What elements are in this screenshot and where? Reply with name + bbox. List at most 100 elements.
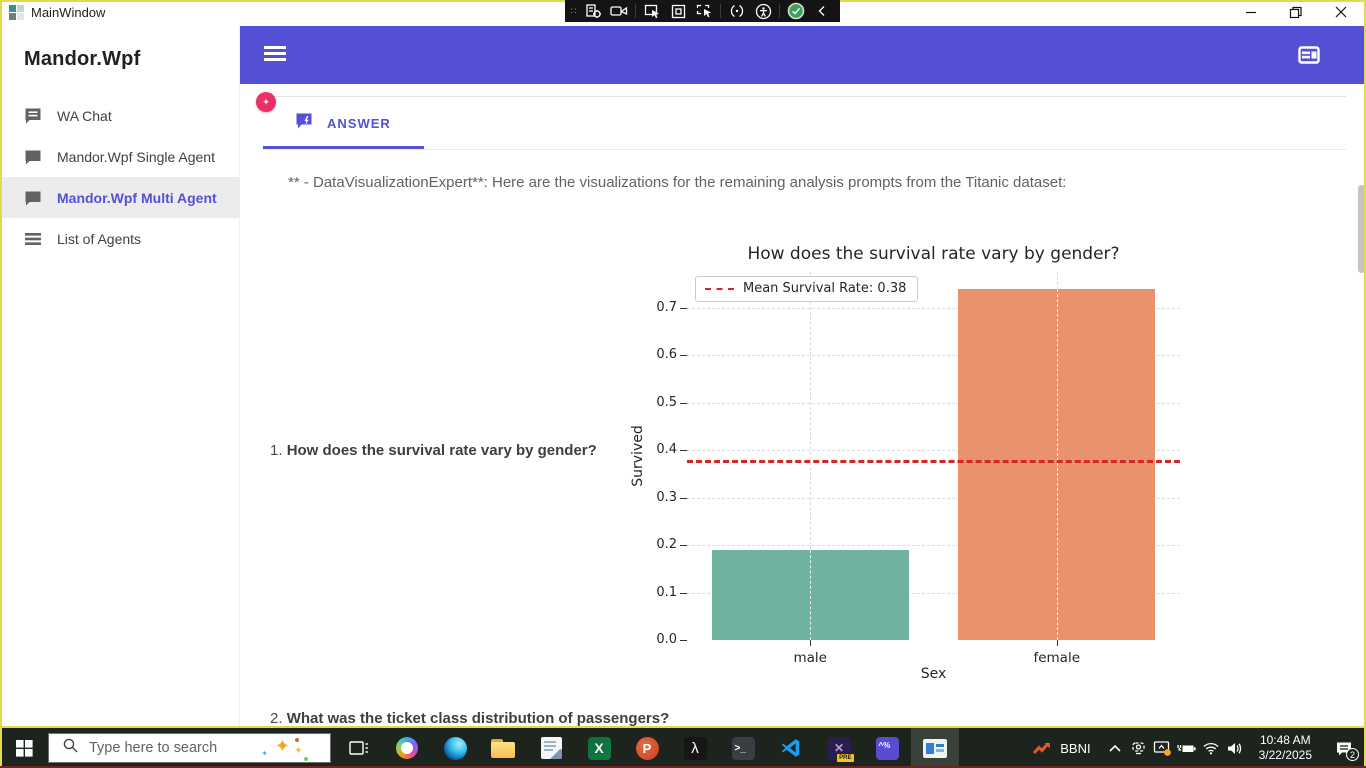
- ytick-mark: [680, 592, 687, 594]
- accessibility-icon[interactable]: [751, 2, 775, 20]
- lambda-app-button[interactable]: λ: [671, 728, 719, 768]
- sidebar-item-list-of-agents[interactable]: List of Agents: [0, 218, 239, 259]
- file-explorer-button[interactable]: [479, 728, 527, 768]
- ytick-mark: [680, 450, 687, 452]
- mean-survival-line: [687, 459, 1180, 463]
- search-input[interactable]: Type here to search ✦ ✦ ✦: [48, 733, 331, 763]
- powerpoint-button[interactable]: P: [623, 728, 671, 768]
- sparkle-fab-button[interactable]: ✦: [256, 92, 276, 112]
- gridline-h: [687, 497, 1180, 499]
- sparkle-tiny-icon: ✦: [261, 749, 268, 758]
- notepad-button[interactable]: [527, 728, 575, 768]
- ytick-mark: [680, 307, 687, 309]
- sidebar-item-label: WA Chat: [57, 107, 112, 124]
- select-region-icon[interactable]: [640, 2, 664, 20]
- ytick-mark: [680, 355, 687, 357]
- bbni-icon: [1033, 742, 1051, 755]
- minimize-button[interactable]: [1228, 0, 1274, 24]
- hamburger-menu-icon[interactable]: [264, 46, 286, 62]
- collapse-left-icon[interactable]: [810, 2, 834, 20]
- toggle-parens-icon[interactable]: [725, 2, 749, 20]
- system-tray: BBNI 10:48 AM 3/22/2025 2: [1020, 728, 1366, 768]
- premiere-pro-button[interactable]: ✕ PRE: [815, 728, 863, 768]
- taskbar-clock[interactable]: 10:48 AM 3/22/2025: [1247, 733, 1322, 763]
- ytick-label: 0.2: [656, 537, 677, 553]
- web-asset-icon[interactable]: [1298, 46, 1320, 69]
- gridline-h: [687, 450, 1180, 452]
- maximize-restore-button[interactable]: [1272, 0, 1318, 24]
- bar-male: [711, 549, 909, 640]
- sparkle-small-icon: ✦: [293, 745, 303, 757]
- taskbar: Type here to search ✦ ✦ ✦ X P λ: [0, 728, 1366, 768]
- app-window-icon: [9, 5, 24, 20]
- chart-legend: Mean Survival Rate: 0.38: [695, 276, 919, 302]
- sidebar-title: Mandor.Wpf: [24, 48, 141, 70]
- volume-icon[interactable]: [1223, 728, 1247, 768]
- ytick-label: 0.1: [656, 584, 677, 600]
- gridline-h: [687, 307, 1180, 309]
- terminal-button[interactable]: >_: [719, 728, 767, 768]
- console-app-button[interactable]: ^%: [863, 728, 911, 768]
- mean-line-legend-sample: [705, 287, 734, 290]
- ytick-label: 0.5: [656, 394, 677, 410]
- ytick-label: 0.3: [656, 489, 677, 505]
- xtick-mark: [810, 640, 812, 646]
- webcam-icon[interactable]: [1127, 728, 1151, 768]
- ytick-label: 0.6: [656, 347, 677, 363]
- search-placeholder: Type here to search: [89, 740, 218, 756]
- sidebar-item-multi-agent[interactable]: Mandor.Wpf Multi Agent: [0, 177, 239, 218]
- cast-display-icon[interactable]: [1151, 728, 1175, 768]
- capture-settings-icon[interactable]: [581, 2, 605, 20]
- bar-center-gridline: [810, 549, 812, 640]
- excel-button[interactable]: X: [575, 728, 623, 768]
- video-camera-icon[interactable]: [607, 2, 631, 20]
- chat-bubble-icon: [24, 189, 42, 207]
- copilot-button[interactable]: [383, 728, 431, 768]
- window-titlebar: MainWindow ∷: [0, 0, 1366, 26]
- task-view-button[interactable]: [335, 728, 383, 768]
- action-center-button[interactable]: 2: [1322, 728, 1366, 768]
- chat-lines-icon: [24, 107, 42, 125]
- dot-green: [304, 757, 308, 761]
- tab-answer-label: ANSWER: [327, 116, 391, 131]
- grip-icon: ∷: [570, 5, 578, 16]
- ytick-mark: [680, 545, 687, 547]
- agent-message: ** - DataVisualizationExpert**: Here are…: [288, 174, 1067, 191]
- document-viewer-button[interactable]: [911, 728, 959, 768]
- recording-toolbar: ∷: [565, 0, 840, 22]
- wifi-icon[interactable]: [1199, 728, 1223, 768]
- tab-strip-border: [263, 149, 1346, 150]
- chevron-up-icon[interactable]: [1103, 728, 1127, 768]
- window-title: MainWindow: [31, 5, 106, 20]
- bbni-tray-app[interactable]: BBNI: [1020, 728, 1102, 768]
- question-1: 1. How does the survival rate vary by ge…: [270, 442, 597, 459]
- sidebar: Mandor.Wpf WA Chat Mandor.Wpf Single Age…: [0, 26, 240, 726]
- select-window-icon[interactable]: [692, 2, 716, 20]
- start-button[interactable]: [0, 728, 48, 768]
- tab-answer[interactable]: ANSWER: [295, 112, 391, 135]
- list-icon: [24, 230, 42, 248]
- question-2: 2. What was the ticket class distributio…: [270, 710, 670, 727]
- sidebar-item-label: Mandor.Wpf Multi Agent: [57, 189, 217, 206]
- edge-browser-button[interactable]: [431, 728, 479, 768]
- sidebar-item-wa-chat[interactable]: WA Chat: [0, 95, 239, 136]
- sidebar-item-single-agent[interactable]: Mandor.Wpf Single Agent: [0, 136, 239, 177]
- vscode-button[interactable]: [767, 728, 815, 768]
- search-icon: [62, 737, 79, 759]
- close-button[interactable]: [1318, 0, 1364, 24]
- stop-record-icon[interactable]: [666, 2, 690, 20]
- gridline-h: [687, 592, 1180, 594]
- bbni-label: BBNI: [1060, 740, 1091, 756]
- ytick-mark: [680, 640, 687, 641]
- bar-center-gridline: [1056, 288, 1058, 640]
- ytick-label: 0.7: [656, 299, 677, 315]
- vertical-scrollbar-thumb[interactable]: [1358, 185, 1365, 273]
- ytick-mark: [680, 497, 687, 499]
- battery-charging-icon[interactable]: [1175, 728, 1199, 768]
- plot-area: 0.0 0.1 0.2 0.3 0.4 0.5 0.6 0.7 male female: [656, 272, 1180, 666]
- notification-count-badge: 2: [1346, 748, 1359, 761]
- xtick-label: male: [793, 650, 827, 666]
- confirm-check-icon[interactable]: [784, 2, 808, 20]
- ytick-label: 0.0: [656, 632, 677, 647]
